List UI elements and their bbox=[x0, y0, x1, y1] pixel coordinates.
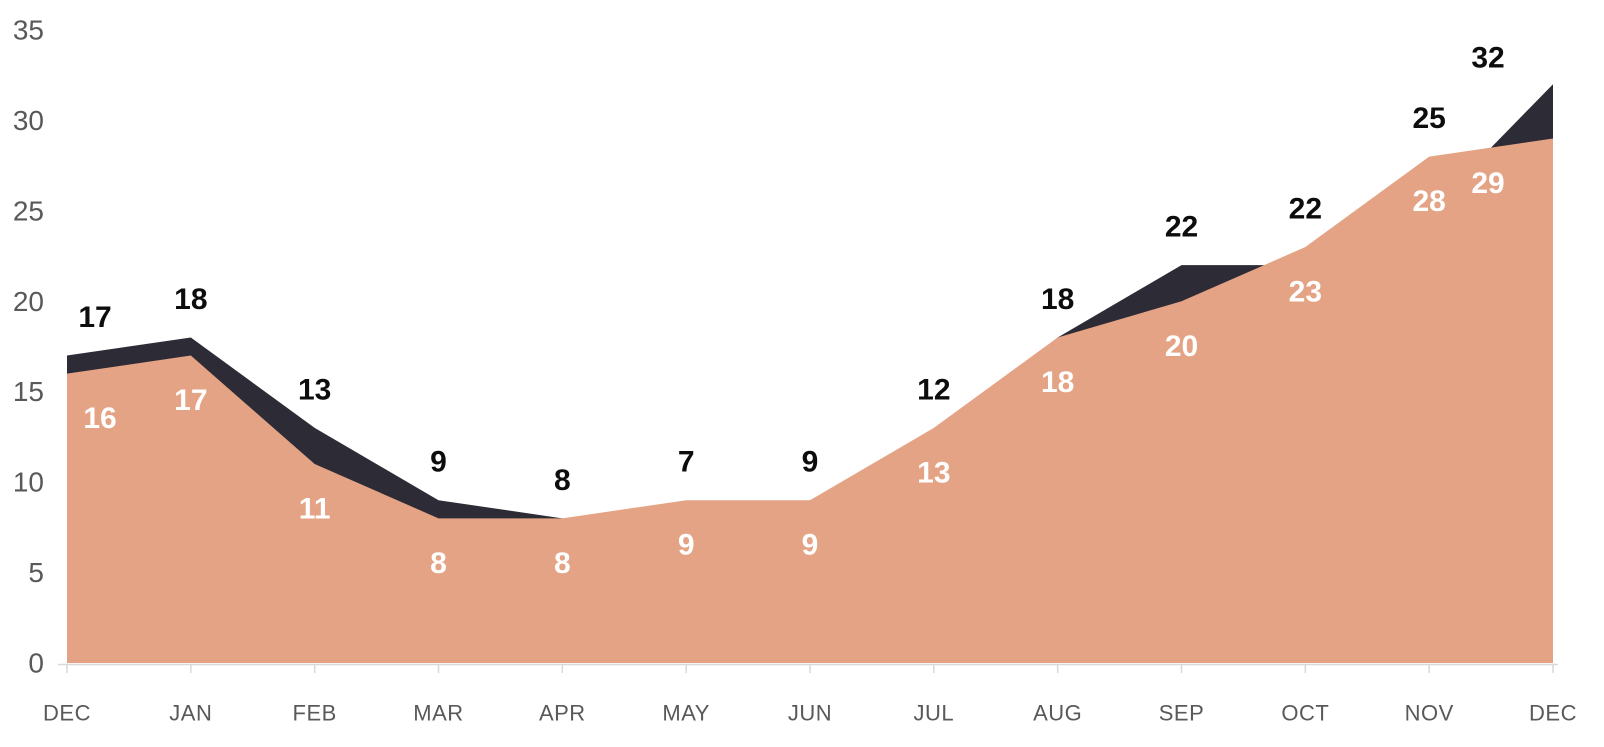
data-label-salmon: 29 bbox=[1471, 167, 1504, 200]
data-label-dark: 25 bbox=[1412, 102, 1445, 135]
data-label-salmon: 20 bbox=[1165, 330, 1198, 363]
x-axis-category-label: NOV bbox=[1405, 701, 1454, 726]
x-axis-category-label: APR bbox=[539, 701, 586, 726]
data-label-salmon: 9 bbox=[678, 529, 695, 562]
data-label-salmon: 17 bbox=[174, 384, 207, 417]
x-axis-category-label: AUG bbox=[1033, 701, 1082, 726]
x-axis-category-label: JUL bbox=[914, 701, 955, 726]
data-label-salmon: 13 bbox=[917, 456, 950, 489]
data-label-salmon: 18 bbox=[1041, 366, 1074, 399]
plot-areas bbox=[67, 84, 1553, 663]
data-label-dark: 8 bbox=[554, 464, 571, 497]
x-axis-category-label: JUN bbox=[788, 701, 832, 726]
data-label-salmon: 16 bbox=[83, 402, 116, 435]
y-axis-tick-label: 25 bbox=[13, 195, 44, 226]
data-label-dark: 13 bbox=[298, 373, 331, 406]
data-label-dark: 9 bbox=[430, 446, 447, 479]
y-axis-tick-label: 0 bbox=[28, 648, 44, 679]
data-label-salmon: 8 bbox=[430, 547, 447, 580]
data-labels: 17 18 13 9 8 7 9 12 18 22 22 25 32 16 17 11 8 8 9 9 13 18 20 23… bbox=[78, 42, 1504, 580]
data-label-dark: 7 bbox=[678, 446, 695, 479]
x-axis-category-label: MAY bbox=[662, 701, 710, 726]
x-axis-category-label: SEP bbox=[1159, 701, 1205, 726]
y-axis-tick-label: 30 bbox=[13, 105, 44, 136]
data-label-salmon: 28 bbox=[1412, 185, 1445, 218]
x-axis-category-label: MAR bbox=[413, 701, 463, 726]
y-axis-tick-label: 35 bbox=[13, 15, 44, 46]
x-axis bbox=[58, 663, 1558, 673]
y-axis-tick-label: 20 bbox=[13, 286, 44, 317]
data-label-dark: 17 bbox=[78, 301, 111, 334]
y-axis-tick-label: 10 bbox=[13, 467, 44, 498]
data-label-dark: 18 bbox=[1041, 283, 1074, 316]
x-axis-category-label: OCT bbox=[1281, 701, 1329, 726]
data-label-dark: 22 bbox=[1289, 193, 1322, 226]
data-label-dark: 18 bbox=[174, 283, 207, 316]
y-axis: 0 5 10 15 20 25 30 35 bbox=[13, 15, 44, 679]
area-series-salmon bbox=[67, 138, 1553, 663]
y-axis-tick-label: 5 bbox=[28, 557, 44, 588]
data-label-salmon: 23 bbox=[1289, 276, 1322, 309]
x-axis-category-label: FEB bbox=[293, 701, 337, 726]
data-label-dark: 32 bbox=[1471, 42, 1504, 75]
x-axis-category-label: DEC bbox=[1529, 701, 1577, 726]
data-label-salmon: 11 bbox=[299, 493, 331, 526]
data-label-dark: 12 bbox=[917, 373, 950, 406]
x-axis-labels: DEC JAN FEB MAR APR MAY JUN JUL AUG SEP OCT NOV DEC bbox=[43, 701, 1577, 726]
data-label-salmon: 8 bbox=[554, 547, 571, 580]
data-label-dark: 22 bbox=[1165, 211, 1198, 244]
data-label-salmon: 9 bbox=[802, 529, 819, 562]
y-axis-tick-label: 15 bbox=[13, 376, 44, 407]
x-axis-category-label: JAN bbox=[169, 701, 212, 726]
x-axis-category-label: DEC bbox=[43, 701, 91, 726]
data-label-dark: 9 bbox=[802, 446, 819, 479]
